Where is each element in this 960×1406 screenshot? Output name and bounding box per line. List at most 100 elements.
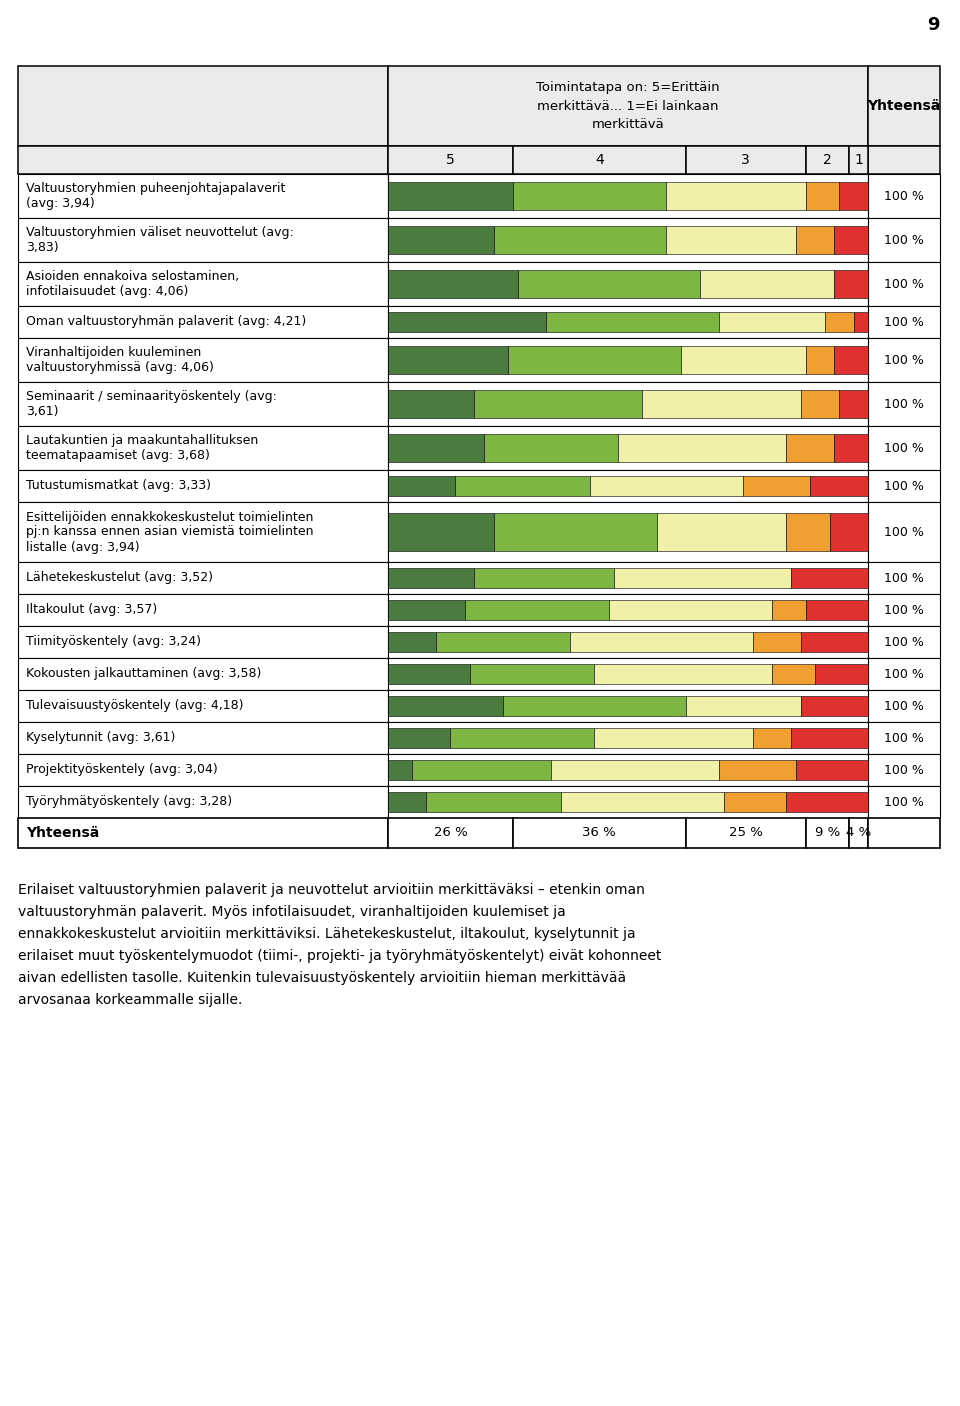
Bar bbox=[18, 658, 388, 690]
Bar bbox=[849, 146, 868, 174]
Text: 100 %: 100 % bbox=[884, 353, 924, 367]
Bar bbox=[868, 723, 940, 754]
Text: 100 %: 100 % bbox=[884, 441, 924, 454]
Bar bbox=[388, 426, 868, 470]
Bar bbox=[868, 66, 940, 146]
Bar bbox=[805, 600, 868, 620]
Text: 100 %: 100 % bbox=[884, 571, 924, 585]
Bar bbox=[666, 183, 805, 209]
Bar bbox=[868, 337, 940, 382]
Bar bbox=[18, 593, 388, 626]
Text: Tulevaisuustyöskentely (avg: 4,18): Tulevaisuustyöskentely (avg: 4,18) bbox=[26, 700, 244, 713]
Bar bbox=[772, 600, 805, 620]
Bar bbox=[834, 434, 868, 461]
Text: Toimintatapa on: 5=Erittäin
merkittävä... 1=Ei lainkaan
merkittävä: Toimintatapa on: 5=Erittäin merkittävä..… bbox=[537, 82, 720, 131]
Text: 26 %: 26 % bbox=[434, 827, 468, 839]
Bar bbox=[868, 307, 940, 337]
Bar bbox=[388, 66, 868, 146]
Bar bbox=[388, 391, 474, 418]
Text: 5: 5 bbox=[446, 153, 455, 167]
Text: Seminaarit / seminaarityöskentely (avg:
3,61): Seminaarit / seminaarityöskentely (avg: … bbox=[26, 389, 276, 418]
Text: Kyselytunnit (avg: 3,61): Kyselytunnit (avg: 3,61) bbox=[26, 731, 176, 745]
Bar bbox=[388, 218, 868, 262]
Bar bbox=[388, 312, 546, 332]
Bar bbox=[493, 513, 657, 551]
Bar bbox=[18, 174, 388, 218]
Bar bbox=[388, 626, 868, 658]
Bar bbox=[388, 761, 412, 780]
Text: 100 %: 100 % bbox=[884, 233, 924, 246]
Text: Tutustumismatkat (avg: 3,33): Tutustumismatkat (avg: 3,33) bbox=[26, 479, 211, 492]
Bar bbox=[388, 723, 868, 754]
Bar bbox=[426, 792, 561, 811]
Bar bbox=[513, 183, 666, 209]
Bar bbox=[450, 728, 594, 748]
Bar bbox=[388, 477, 455, 496]
Text: Valtuustoryhmien väliset neuvottelut (avg:
3,83): Valtuustoryhmien väliset neuvottelut (av… bbox=[26, 226, 294, 254]
Bar bbox=[18, 502, 388, 562]
Bar bbox=[786, 792, 868, 811]
Bar bbox=[685, 696, 801, 716]
Bar bbox=[743, 477, 810, 496]
Bar bbox=[719, 761, 796, 780]
Text: 100 %: 100 % bbox=[884, 315, 924, 329]
Bar bbox=[868, 690, 940, 723]
Bar bbox=[868, 426, 940, 470]
Text: 4 %: 4 % bbox=[846, 827, 871, 839]
Text: arvosanaa korkeammalle sijalle.: arvosanaa korkeammalle sijalle. bbox=[18, 993, 242, 1007]
Bar bbox=[681, 346, 805, 374]
Bar bbox=[786, 513, 829, 551]
Bar bbox=[388, 502, 868, 562]
Bar bbox=[609, 600, 772, 620]
Text: Työryhmätyöskentely (avg: 3,28): Työryhmätyöskentely (avg: 3,28) bbox=[26, 796, 232, 808]
Bar bbox=[18, 754, 388, 786]
Text: Esittelijöiden ennakkokeskustelut toimielinten
pj:n kanssa ennen asian viemistä : Esittelijöiden ennakkokeskustelut toimie… bbox=[26, 510, 314, 554]
Bar bbox=[868, 218, 940, 262]
Bar bbox=[388, 728, 450, 748]
Bar bbox=[589, 477, 743, 496]
Bar bbox=[388, 262, 868, 307]
Bar bbox=[469, 664, 594, 683]
Bar bbox=[849, 818, 868, 848]
Bar bbox=[493, 226, 666, 253]
Text: 9: 9 bbox=[927, 15, 940, 34]
Text: 36 %: 36 % bbox=[583, 827, 616, 839]
Bar bbox=[513, 818, 685, 848]
Bar bbox=[868, 786, 940, 818]
Text: Iltakoulut (avg: 3,57): Iltakoulut (avg: 3,57) bbox=[26, 603, 157, 616]
Text: 9 %: 9 % bbox=[815, 827, 840, 839]
Text: 100 %: 100 % bbox=[884, 190, 924, 202]
Bar bbox=[513, 146, 685, 174]
Bar bbox=[388, 600, 465, 620]
Bar bbox=[18, 307, 388, 337]
Text: Oman valtuustoryhmän palaverit (avg: 4,21): Oman valtuustoryhmän palaverit (avg: 4,2… bbox=[26, 315, 306, 329]
Text: Projektityöskentely (avg: 3,04): Projektityöskentely (avg: 3,04) bbox=[26, 763, 218, 776]
Text: Lähetekeskustelut (avg: 3,52): Lähetekeskustelut (avg: 3,52) bbox=[26, 571, 213, 585]
Bar bbox=[805, 818, 849, 848]
Bar bbox=[868, 754, 940, 786]
Bar bbox=[839, 391, 868, 418]
Bar bbox=[805, 346, 834, 374]
Bar bbox=[388, 792, 426, 811]
Bar bbox=[18, 818, 388, 848]
Bar bbox=[474, 568, 613, 588]
Bar bbox=[18, 426, 388, 470]
Bar bbox=[18, 218, 388, 262]
Text: 100 %: 100 % bbox=[884, 763, 924, 776]
Bar bbox=[796, 761, 868, 780]
Text: Lautakuntien ja maakuntahallituksen
teematapaamiset (avg: 3,68): Lautakuntien ja maakuntahallituksen teem… bbox=[26, 434, 258, 463]
Bar bbox=[618, 434, 786, 461]
Bar bbox=[388, 470, 868, 502]
Bar bbox=[868, 262, 940, 307]
Bar bbox=[594, 664, 772, 683]
Bar bbox=[388, 696, 503, 716]
Bar bbox=[503, 696, 685, 716]
Bar bbox=[388, 754, 868, 786]
Bar bbox=[388, 346, 508, 374]
Bar bbox=[388, 664, 469, 683]
Text: 100 %: 100 % bbox=[884, 700, 924, 713]
Bar bbox=[546, 312, 719, 332]
Bar bbox=[18, 382, 388, 426]
Bar bbox=[700, 270, 834, 298]
Bar bbox=[810, 477, 868, 496]
